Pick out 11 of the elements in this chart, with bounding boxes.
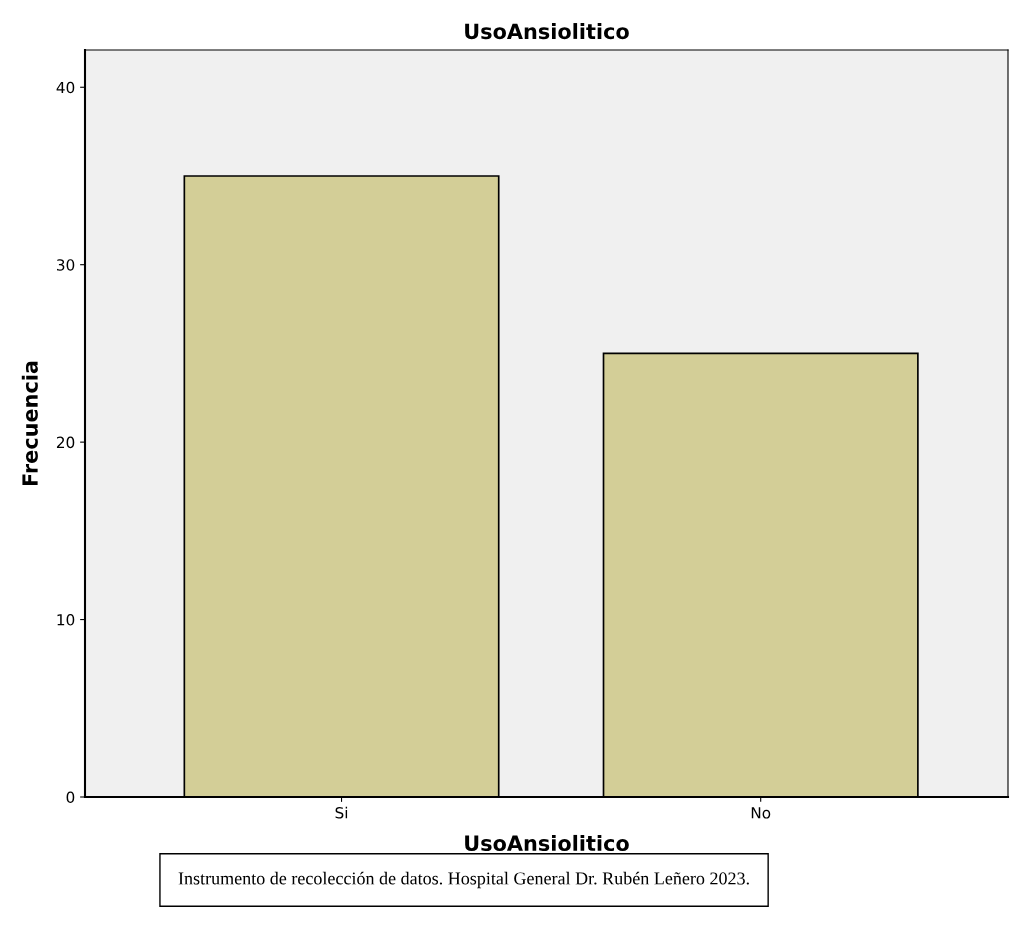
text: Instrumento de recolección de datos. Hospital General Dr. Rubén Leñero 2023.	[178, 871, 749, 889]
y-tick-label: 10	[57, 614, 75, 626]
y-tick-label: 30	[57, 259, 75, 271]
y-axis-title: Frecuencia	[21, 361, 38, 486]
x-tick-label: Si	[335, 806, 348, 819]
x-axis-title: UsoAnsiolitico	[465, 834, 629, 852]
y-tick-label: 40	[56, 81, 75, 94]
y-tick-label: 20	[56, 436, 75, 449]
y-tick-label: 0	[66, 791, 75, 804]
x-tick-label: No	[751, 807, 771, 819]
chart-title: UsoAnsiolitico	[465, 23, 629, 40]
